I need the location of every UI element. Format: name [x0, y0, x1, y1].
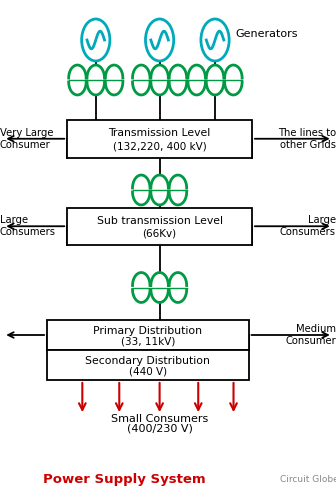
Text: Sub transmission Level: Sub transmission Level: [97, 216, 222, 226]
Text: Medium
Consumer: Medium Consumer: [285, 324, 336, 346]
Bar: [67, 120, 252, 158]
Text: Power Supply System: Power Supply System: [43, 474, 206, 486]
Bar: [67, 208, 252, 245]
Text: Circuit Globe: Circuit Globe: [280, 476, 336, 484]
Text: Primary Distribution: Primary Distribution: [93, 326, 202, 336]
Text: Very Large
Consumer: Very Large Consumer: [0, 128, 53, 150]
Text: The lines to
other Grids: The lines to other Grids: [278, 128, 336, 150]
Text: (66Kv): (66Kv): [142, 229, 177, 239]
Text: (400/230 V): (400/230 V): [127, 424, 193, 434]
Bar: [47, 350, 249, 380]
Text: (440 V): (440 V): [129, 366, 167, 376]
Text: Generators: Generators: [235, 29, 298, 39]
Text: Secondary Distribution: Secondary Distribution: [85, 356, 210, 366]
Text: Large
Consumers: Large Consumers: [280, 216, 336, 237]
Text: Large
Consumers: Large Consumers: [0, 216, 56, 237]
Text: Transmission Level: Transmission Level: [109, 128, 211, 138]
Text: (33, 11kV): (33, 11kV): [121, 336, 175, 346]
Bar: [47, 320, 249, 350]
Text: Small Consumers: Small Consumers: [111, 414, 208, 424]
Text: (132,220, 400 kV): (132,220, 400 kV): [113, 141, 207, 151]
